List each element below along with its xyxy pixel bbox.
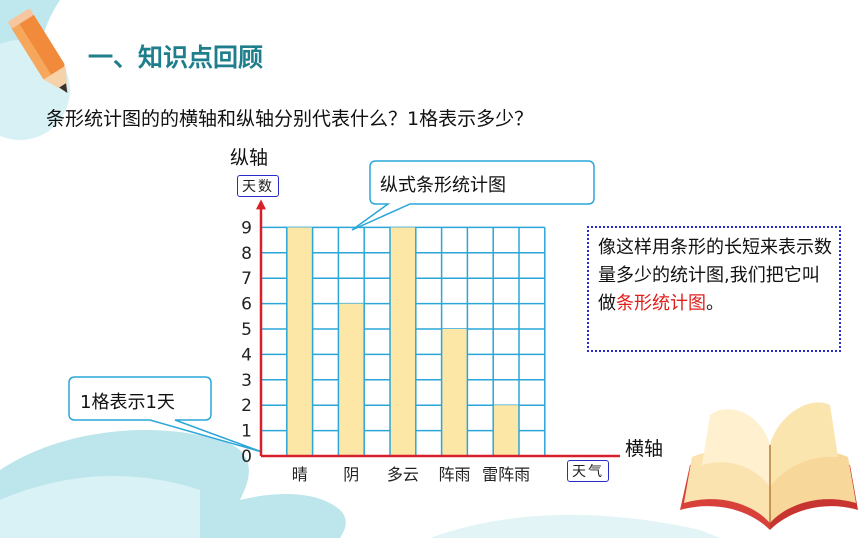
y-tick-labels: 0 1 2 3 4 5 6 7 8 9 — [241, 218, 252, 467]
pencil-icon — [8, 8, 68, 94]
callout-vertical-bubble — [351, 160, 595, 231]
x-tick-label: 多云 — [387, 465, 419, 484]
note-end: 。 — [706, 293, 724, 314]
note-text: 像这样用条形的长短来表示数量多少的统计图,我们把它叫做 — [598, 237, 832, 314]
y-tick-label: 1 — [241, 422, 252, 442]
x-axis-name: 横轴 — [625, 438, 664, 460]
callout-scale-bubble — [68, 376, 263, 453]
y-tick-label: 0 — [241, 447, 252, 467]
chart-axes — [256, 199, 620, 458]
question-text: 条形统计图的的横轴和纵轴分别代表什么？1格表示多少？ — [46, 108, 534, 130]
chart-vertical-grid — [286, 227, 546, 456]
y-axis-name: 纵轴 — [230, 147, 269, 169]
x-tick-label: 雷阵雨 — [482, 465, 530, 484]
y-axis-unit-label: 天数 — [237, 175, 279, 197]
x-tick-label: 晴 — [292, 465, 308, 484]
callout-vertical-label: 纵式条形统计图 — [380, 175, 506, 196]
bar-晴 — [286, 227, 313, 456]
bar-雷阵雨 — [493, 405, 519, 456]
y-axis-arrow — [256, 199, 266, 210]
bar-阵雨 — [441, 329, 468, 456]
x-tick-label: 阵雨 — [438, 465, 470, 484]
page-title: 一、知识点回顾 — [88, 43, 264, 72]
note-highlight-term: 条形统计图 — [616, 293, 706, 314]
y-tick-label: 4 — [241, 345, 252, 365]
y-tick-label: 3 — [241, 371, 252, 391]
chart-bars — [286, 227, 519, 456]
definition-note: 像这样用条形的长短来表示数量多少的统计图,我们把它叫做条形统计图。 — [587, 226, 841, 352]
bar-多云 — [390, 227, 416, 456]
y-tick-label: 6 — [241, 295, 252, 315]
x-tick-label: 阴 — [343, 465, 359, 484]
x-tick-labels: 晴 阴 多云 阵雨 雷阵雨 — [292, 465, 530, 484]
callout-scale-label: 1格表示1天 — [80, 392, 175, 413]
bar-阴 — [338, 303, 365, 456]
x-axis-unit-label: 天气 — [567, 460, 609, 482]
y-tick-label: 8 — [241, 244, 252, 264]
y-tick-label: 2 — [241, 396, 252, 416]
y-tick-label: 7 — [241, 269, 252, 289]
y-tick-label: 9 — [241, 218, 252, 238]
y-tick-label: 5 — [241, 320, 252, 340]
open-book-icon — [680, 402, 858, 530]
